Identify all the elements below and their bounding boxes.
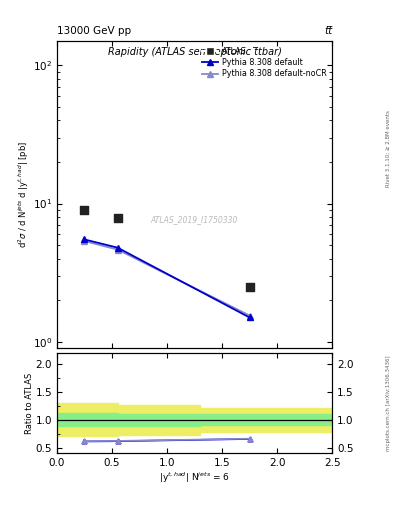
Text: ATLAS_2019_I1750330: ATLAS_2019_I1750330 xyxy=(151,215,238,224)
Point xyxy=(114,215,121,223)
Point xyxy=(246,283,253,291)
X-axis label: |y$^{t,had}$| N$^{jets}$ = 6: |y$^{t,had}$| N$^{jets}$ = 6 xyxy=(159,471,230,485)
Y-axis label: d$^{2}$$\sigma$ / d N$^{jets}$ d |y$^{t,had}$| [pb]: d$^{2}$$\sigma$ / d N$^{jets}$ d |y$^{t,… xyxy=(17,141,31,248)
Y-axis label: Ratio to ATLAS: Ratio to ATLAS xyxy=(25,373,34,434)
Text: Rapidity (ATLAS semileptonic t̅tbar): Rapidity (ATLAS semileptonic t̅tbar) xyxy=(108,47,281,57)
Text: tt̅: tt̅ xyxy=(324,26,332,36)
Text: mcplots.cern.ch [arXiv:1306.3436]: mcplots.cern.ch [arXiv:1306.3436] xyxy=(386,355,391,451)
Text: Rivet 3.1.10; ≥ 2.8M events: Rivet 3.1.10; ≥ 2.8M events xyxy=(386,110,391,187)
Text: 13000 GeV pp: 13000 GeV pp xyxy=(57,26,131,36)
Legend: ATLAS, Pythia 8.308 default, Pythia 8.308 default-noCR: ATLAS, Pythia 8.308 default, Pythia 8.30… xyxy=(200,45,328,80)
Point xyxy=(81,206,88,214)
